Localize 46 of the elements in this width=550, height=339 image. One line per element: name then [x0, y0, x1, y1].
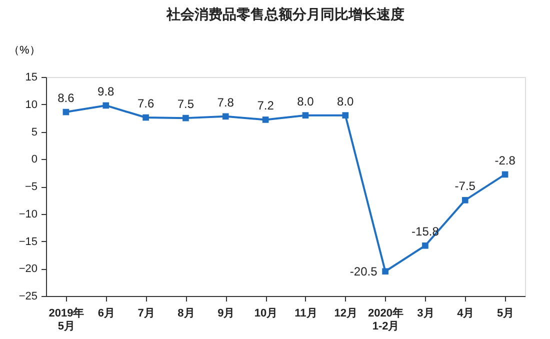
- data-label: 9.8: [98, 84, 115, 98]
- point: [182, 114, 189, 122]
- point: [462, 197, 468, 204]
- data-label: 8.0: [297, 94, 314, 108]
- y-tick-label: −20: [18, 263, 38, 276]
- point: [62, 108, 70, 116]
- data-label: -7.5: [454, 179, 476, 194]
- x-tick-label: 2020年 1-2月: [368, 306, 404, 332]
- point: [422, 242, 428, 249]
- x-tick-label: 5月: [496, 308, 514, 320]
- y-axis-title: （%）: [8, 44, 40, 56]
- x-tick-label: 3月: [417, 308, 434, 320]
- point: [342, 112, 349, 118]
- x-tick-label: 10月: [254, 308, 278, 320]
- x-tick-label: 8月: [178, 308, 195, 320]
- y-tick-label: 10: [25, 98, 38, 111]
- point: [142, 114, 149, 121]
- chart-title: 社会消费品零售总额分月同比增长速度: [166, 6, 404, 22]
- y-tick-label: 15: [25, 72, 38, 84]
- data-label: 8.0: [337, 94, 354, 108]
- point: [222, 113, 229, 120]
- y-tick-label: −5: [24, 181, 38, 193]
- data-label: 7.6: [137, 96, 154, 111]
- x-tick-label: 7月: [138, 308, 155, 320]
- point: [262, 116, 269, 123]
- y-tick-label: −10: [18, 208, 38, 220]
- x-tick-label: 9月: [218, 308, 235, 320]
- point: [502, 171, 508, 178]
- y-tick-label: 5: [31, 126, 38, 138]
- y-tick-label: −25: [18, 290, 38, 302]
- data-label: -2.8: [494, 153, 516, 168]
- data-label: 7.8: [217, 95, 234, 110]
- x-tick-label: 11月: [294, 308, 318, 320]
- x-tick-label: 6月: [98, 308, 115, 320]
- data-label: 7.5: [177, 97, 194, 112]
- data-label: 8.6: [58, 91, 75, 106]
- point: [102, 102, 110, 109]
- point: [382, 268, 388, 275]
- data-label: 7.2: [257, 98, 274, 113]
- y-tick-label: 0: [31, 154, 38, 166]
- data-label: -20.5: [350, 264, 378, 278]
- x-tick-label: 12月: [334, 308, 358, 320]
- x-tick-label: 4月: [457, 308, 474, 320]
- point: [302, 112, 309, 118]
- x-tick-label: 2019年 5月: [48, 306, 84, 332]
- y-tick-label: −15: [18, 236, 38, 248]
